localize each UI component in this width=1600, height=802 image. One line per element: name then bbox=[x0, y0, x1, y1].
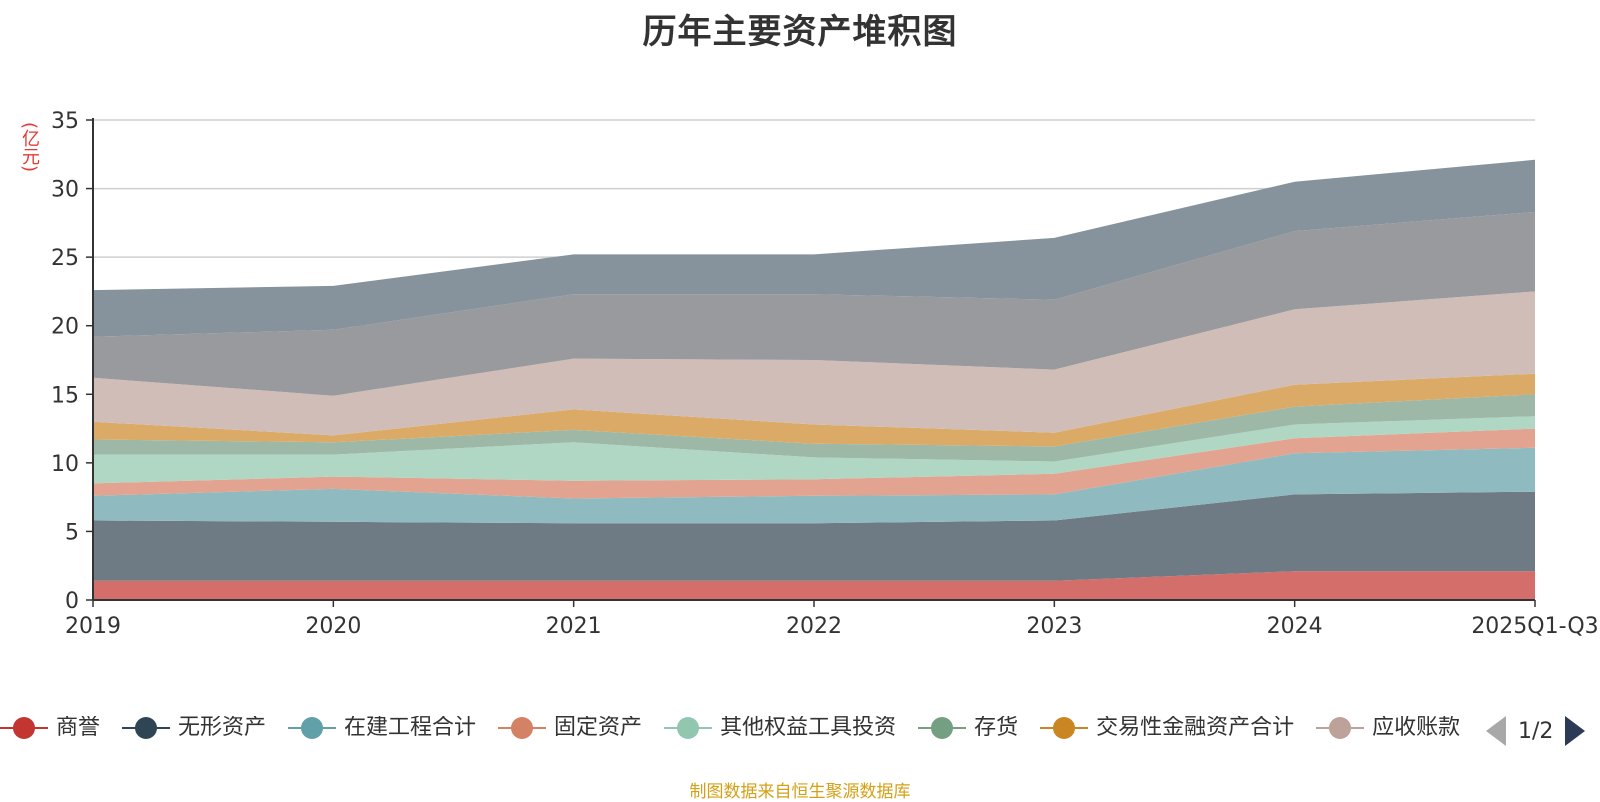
x-tick-label: 2019 bbox=[65, 614, 121, 639]
legend-item[interactable]: 无形资产 bbox=[122, 716, 266, 740]
y-tick-label: 0 bbox=[65, 589, 79, 614]
area-series-8 bbox=[93, 211, 1535, 396]
y-tick-label: 15 bbox=[51, 383, 79, 408]
area-series bbox=[93, 159, 1535, 600]
area-series-6 bbox=[93, 373, 1535, 447]
legend-item[interactable]: 存货 bbox=[918, 716, 1018, 740]
legend-marker-icon bbox=[1316, 716, 1365, 740]
area-series-7 bbox=[93, 291, 1535, 436]
y-tick-label: 35 bbox=[51, 109, 79, 134]
legend-pager: 1/2 bbox=[1486, 716, 1586, 746]
legend-label: 应收账款 bbox=[1372, 716, 1461, 740]
area-series-9 bbox=[93, 159, 1535, 337]
y-tick-label: 20 bbox=[51, 315, 79, 340]
legend-marker-icon bbox=[0, 716, 48, 740]
y-tick-label: 5 bbox=[65, 520, 79, 545]
legend-marker-icon bbox=[288, 716, 337, 740]
x-tick-label: 2024 bbox=[1267, 614, 1323, 639]
legend-marker-icon bbox=[498, 716, 547, 740]
y-tick-label: 25 bbox=[51, 246, 79, 271]
stacked-area-chart: 0 5 10 15 20 25 30 35 2019 2020 2021 2022 2023 2024 20… bbox=[51, 109, 1599, 639]
data-source-note: 制图数据来自恒生聚源数据库 bbox=[689, 782, 911, 802]
legend-label: 其他权益工具投资 bbox=[720, 716, 897, 740]
legend-label: 商誉 bbox=[56, 716, 101, 740]
legend-label: 无形资产 bbox=[178, 716, 267, 740]
legend-label: 在建工程合计 bbox=[344, 716, 477, 740]
legend-item[interactable]: 固定资产 bbox=[498, 716, 642, 740]
area-series-0 bbox=[93, 571, 1535, 600]
area-series-1 bbox=[93, 491, 1535, 581]
y-tick-label: 10 bbox=[51, 452, 79, 477]
area-series-2 bbox=[93, 447, 1535, 524]
legend-marker-icon bbox=[664, 716, 713, 740]
legend-prev-page-icon[interactable] bbox=[1486, 716, 1506, 746]
x-tick-label: 2023 bbox=[1026, 614, 1082, 639]
area-series-3 bbox=[93, 428, 1535, 499]
chart-title: 历年主要资产堆积图 bbox=[642, 12, 958, 52]
x-tick-label: 2025Q1-Q3 bbox=[1471, 614, 1598, 639]
legend-item[interactable]: 在建工程合计 bbox=[288, 716, 476, 740]
area-series-4 bbox=[93, 416, 1535, 484]
legend-item[interactable]: 交易性金融资产合计 bbox=[1040, 716, 1294, 740]
axes: 0 5 10 15 20 25 30 35 2019 2020 2021 2022 2023 2024 20… bbox=[51, 109, 1599, 639]
legend: 商誉 无形资产 在建工程合计 固定资产 其他权益工具投资 存货 交易性金融资产合计 应收账款 bbox=[0, 716, 1480, 752]
area-series-5 bbox=[93, 394, 1535, 462]
legend-label: 交易性金融资产合计 bbox=[1096, 716, 1295, 740]
legend-label: 固定资产 bbox=[554, 716, 643, 740]
x-tick-label: 2020 bbox=[305, 614, 361, 639]
legend-label: 存货 bbox=[974, 716, 1019, 740]
x-tick-label: 2021 bbox=[546, 614, 602, 639]
legend-marker-icon bbox=[122, 716, 171, 740]
x-tick-label: 2022 bbox=[786, 614, 842, 639]
legend-item[interactable]: 应收账款 bbox=[1316, 716, 1460, 740]
legend-next-page-icon[interactable] bbox=[1565, 716, 1586, 746]
legend-item[interactable]: 商誉 bbox=[0, 716, 100, 740]
y-tick-label: 30 bbox=[51, 178, 79, 203]
legend-marker-icon bbox=[1040, 716, 1089, 740]
legend-page-indicator: 1/2 bbox=[1518, 718, 1554, 744]
y-axis-unit-label: (亿元) bbox=[19, 122, 40, 173]
legend-marker-icon bbox=[918, 716, 967, 740]
legend-item[interactable]: 其他权益工具投资 bbox=[664, 716, 896, 740]
